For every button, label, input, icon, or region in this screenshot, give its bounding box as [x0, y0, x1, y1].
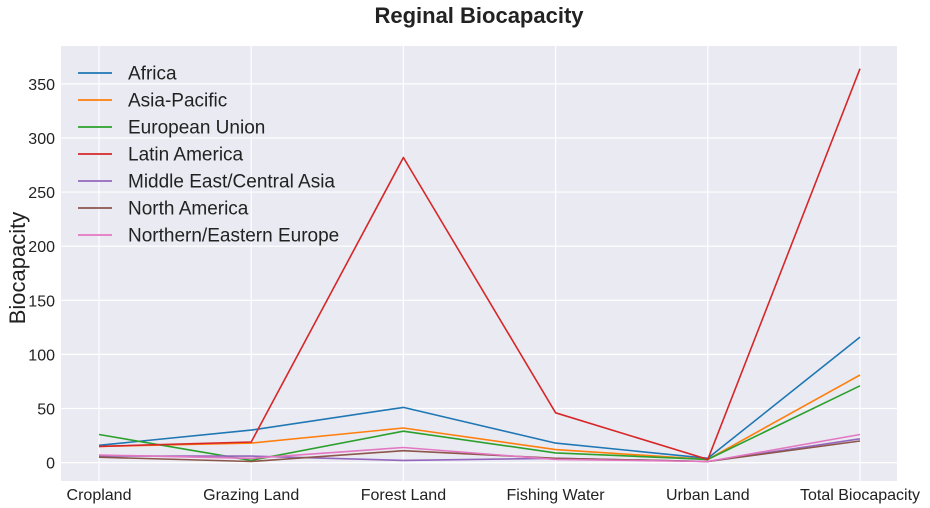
series-line-1	[98, 374, 861, 461]
legend-label: Middle East/Central Asia	[128, 172, 335, 193]
legend-label: Latin America	[128, 145, 244, 166]
legend-label: Africa	[128, 64, 177, 85]
y-tick-label: 250	[28, 185, 55, 202]
series-line-5	[98, 440, 861, 463]
chart-title: Reginal Biocapacity	[374, 3, 584, 28]
y-axis-label: Biocapacity	[5, 212, 30, 325]
legend-label: European Union	[128, 118, 265, 139]
y-tick-label: 0	[46, 456, 55, 473]
legend-label: North America	[128, 199, 249, 220]
series-lines	[98, 68, 861, 463]
x-tick-label: Cropland	[67, 487, 132, 504]
y-tick-label: 300	[28, 131, 55, 148]
y-tick-label: 200	[28, 239, 55, 256]
y-tick-label: 100	[28, 347, 55, 364]
x-tick-labels: Cropland Grazing Land Forest Land Fishing W…	[67, 487, 921, 504]
legend-label: Asia-Pacific	[128, 91, 227, 112]
x-tick-label: Urban Land	[666, 487, 750, 504]
series-line-3	[98, 68, 861, 461]
y-tick-label: 350	[28, 77, 55, 94]
x-tick-label: Total Biocapacity	[800, 487, 920, 504]
y-tick-labels: 0 50 100 150 200 250 300 350	[28, 77, 55, 473]
y-tick-label: 50	[37, 402, 55, 419]
series-line-0	[98, 336, 861, 460]
grid-lines	[61, 46, 897, 481]
y-tick-label: 150	[28, 293, 55, 310]
series-line-6	[98, 433, 861, 463]
x-tick-label: Grazing Land	[203, 487, 299, 504]
x-tick-label: Forest Land	[361, 487, 446, 504]
legend-label: Northern/Eastern Europe	[128, 226, 339, 247]
legend: Africa Asia-Pacific European Union Latin Am…	[78, 64, 339, 247]
x-tick-label: Fishing Water	[507, 487, 606, 504]
